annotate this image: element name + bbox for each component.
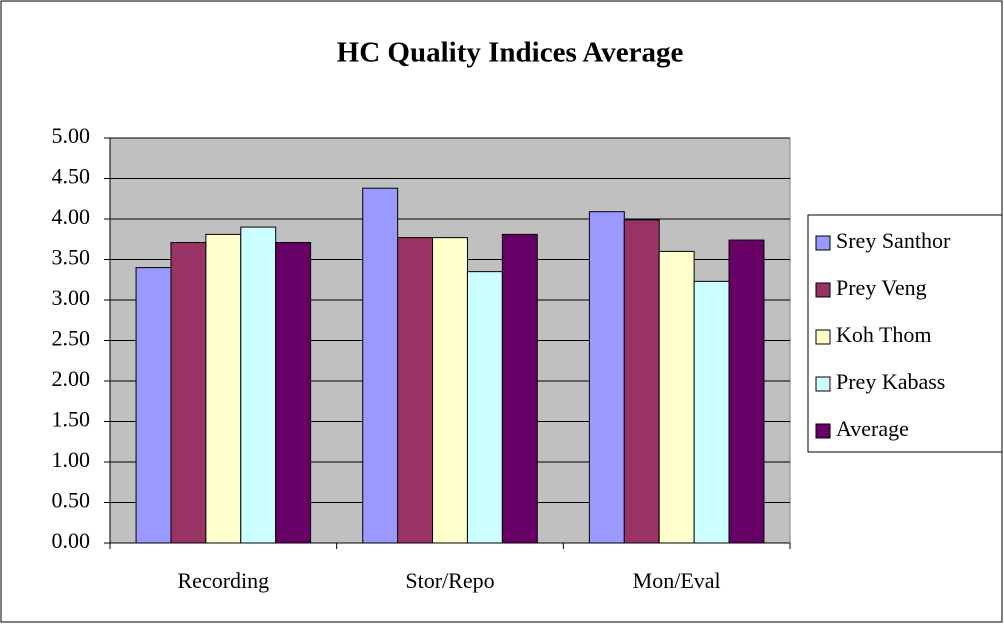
bar (135, 267, 172, 544)
x-tick-label: Mon/Eval (633, 568, 721, 593)
bar (501, 233, 538, 544)
y-tick-label: 2.00 (52, 366, 91, 391)
y-tick-label: 2.50 (52, 326, 91, 351)
bar (432, 237, 468, 544)
y-tick-label: 0.00 (52, 528, 91, 553)
chart-title: HC Quality Indices Average (337, 37, 684, 69)
x-tick-label: Stor/Repo (405, 568, 494, 593)
legend-label: Prey Kabass (836, 369, 945, 394)
bar (397, 237, 434, 544)
x-tick-label: Recording (178, 568, 270, 593)
bar (275, 241, 312, 544)
y-tick-label: 1.50 (52, 407, 91, 432)
bar (658, 250, 695, 544)
y-tick-label: 3.50 (52, 245, 91, 270)
bar (693, 280, 730, 544)
legend-label: Koh Thom (836, 322, 932, 347)
bar (623, 219, 660, 544)
legend-label: Average (836, 416, 909, 441)
bar (588, 211, 625, 544)
y-tick-label: 0.50 (52, 488, 91, 513)
y-tick-label: 3.00 (52, 285, 91, 310)
y-tick-label: 4.50 (52, 164, 91, 189)
legend-label: Srey Santhor (836, 228, 951, 253)
bar (170, 241, 207, 544)
y-tick-label: 5.00 (52, 123, 91, 148)
bar (240, 226, 277, 544)
legend-swatch (815, 423, 831, 439)
legend-label: Prey Veng (836, 275, 927, 300)
y-tick-label: 1.00 (52, 447, 91, 472)
y-tick-label: 4.00 (52, 204, 91, 229)
bar (362, 187, 399, 544)
bar (205, 233, 242, 544)
legend-swatch (815, 282, 831, 298)
legend-box (807, 214, 1003, 453)
legend-swatch (815, 329, 831, 345)
legend-swatch (815, 376, 831, 392)
bar (728, 239, 765, 544)
legend-swatch (815, 235, 831, 251)
bar (466, 271, 503, 544)
